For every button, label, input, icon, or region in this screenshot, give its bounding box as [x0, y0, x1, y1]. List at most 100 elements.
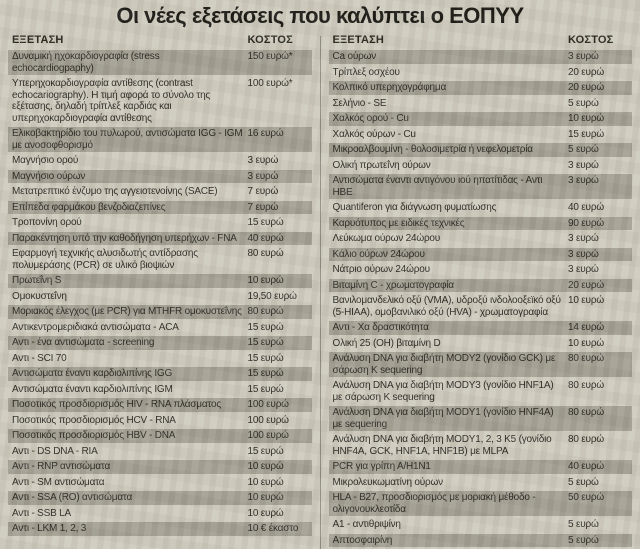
exam-name: Ανάλυση DNA για διαβήτη MODY3 (γονίδιο H… — [332, 380, 554, 403]
exam-name: Ανάλυση DNA για διαβήτη MODY1 (γονίδιο H… — [332, 407, 554, 430]
exam-name: Ολική πρωτεΐνη ούρων — [332, 159, 431, 171]
table-row: Απτοσφαιρίνη 5 ευρώ — [328, 533, 632, 547]
table-row: A1 - αντιθριψίνη 5 ευρώ — [329, 518, 633, 532]
table-row: Μικρολευκωματίνη ούρων 5 ευρώ — [329, 476, 633, 490]
exam-cost: 3 ευρώ — [247, 170, 279, 182]
exam-name: Επίπεδα φαρμάκου βενζοδιαζεπίνες — [12, 201, 166, 213]
table-row: Αντι - LKM 1, 2, 3 10 € έκαστο — [8, 522, 312, 536]
exam-cost: 80 ευρώ — [568, 353, 604, 364]
exam-cost: 10 ευρώ — [568, 295, 604, 306]
exam-cost: 15 ευρώ — [568, 128, 604, 140]
table-row: Αντισώματα έναντι καρδιολιπίνης IGG 15 ευ… — [8, 367, 312, 381]
table-column-left: ΕΞΕΤΑΣΗ ΚΟΣΤΟΣ Δυναμική ηχοκαρδιογραφία … — [8, 34, 312, 549]
table-row: Ποσοτικός προσδιορισμός HCV - RNA 100 ευρ… — [8, 414, 312, 428]
exam-name: Αντι - SM αντισώματα — [12, 476, 105, 488]
column-header-right: ΕΞΕΤΑΣΗ ΚΟΣΤΟΣ — [329, 34, 633, 46]
exam-cost: 10 ευρώ — [247, 507, 284, 519]
exam-name: Χαλκός ούρων - Cu — [332, 128, 416, 140]
exam-cost: 5 ευρώ — [568, 144, 599, 155]
exam-cost: 15 ευρώ — [247, 383, 284, 395]
exam-cost: 10 ευρώ — [247, 461, 284, 472]
exam-name: Απτοσφαιρίνη — [332, 534, 393, 546]
table-row: Ca ούρων 3 ευρώ — [328, 50, 632, 64]
exam-cost: 100 ευρώ — [247, 414, 289, 426]
exam-cost: 80 ευρώ — [568, 434, 604, 445]
exam-name: Μικρολευκωματίνη ούρων — [332, 476, 444, 488]
table-row: Λεύκωμα ούρων 24ώρου 3 ευρώ — [329, 232, 633, 246]
exam-name: Ομοκυστεΐνη — [12, 290, 67, 302]
table-column-right: ΕΞΕΤΑΣΗ ΚΟΣΤΟΣ Ca ούρων 3 ευρώ Τρίπλεξ οσχ… — [328, 34, 633, 549]
exam-name: Νάτριο ούρων 24ώρου — [332, 264, 431, 275]
exam-cost: 3 ευρώ — [568, 175, 599, 186]
exam-name: Μοριακός έλεγχος (με PCR) για MTHFR ομοκ… — [12, 306, 242, 317]
exam-header: ΕΞΕΤΑΣΗ — [332, 34, 385, 46]
exam-cost: 100 ευρώ* — [247, 78, 293, 89]
exam-name: Τροπονίνη ορού — [12, 217, 82, 228]
exam-name: Αντι - RNP αντισώματα — [12, 461, 111, 472]
exam-cost: 20 ευρώ — [568, 82, 604, 93]
table-row: Σελήνιο - SE 5 ευρώ — [329, 97, 633, 111]
exam-cost: 14 ευρώ — [568, 322, 604, 333]
exam-cost: 15 ευρώ — [247, 368, 284, 379]
exam-name: Σελήνιο - SE — [332, 97, 387, 109]
exam-name: Βιταμίνη C - χρωματογραφία — [332, 279, 455, 291]
exam-cost: 20 ευρώ — [568, 66, 604, 78]
table-row: Τροπονίνη ορού 15 ευρώ — [8, 216, 312, 230]
exam-cost: 10 € έκαστο — [247, 523, 299, 534]
exam-cost: 10 ευρώ — [247, 492, 284, 503]
table-row: Χαλκός ορού - Cu 10 ευρώ — [328, 112, 632, 126]
table-row: Quantiferon για διάγνωση φυματίωσης 40 ευ… — [329, 201, 633, 215]
table-row: Μαγνήσιο ορού 3 ευρώ — [8, 154, 312, 168]
exam-cost: 15 ευρώ — [247, 217, 284, 228]
table-rows-left: Δυναμική ηχοκαρδιογραφία (stress echocar… — [8, 50, 312, 536]
table-row: HLA - B27, προσδιορισμός με μοριακή μέθο… — [328, 491, 632, 516]
table-row: Μετατρεπτικό ένζυμο της αγγειοτενοίνης (… — [8, 185, 312, 199]
table-row: Πρωτεΐνη S 10 ευρώ — [8, 274, 312, 288]
table-row: Ολική 25 (OH) βιταμίνη D 10 ευρώ — [329, 337, 633, 351]
exam-cost: 15 ευρώ — [247, 352, 284, 364]
exam-name: Ποσοτικός προσδιορισμός HIV - RNA πλάσμα… — [12, 399, 221, 410]
exam-cost: 3 ευρώ — [568, 159, 599, 171]
table-row: Νάτριο ούρων 24ώρου 3 ευρώ — [329, 263, 633, 277]
exam-cost: 16 ευρώ — [247, 128, 284, 139]
table-row: Αντι - ένα αντισώματα - screening 15 ευρώ — [8, 336, 312, 350]
exam-cost: 10 ευρώ — [568, 337, 604, 349]
exam-name: Κολπικό υπερηχογράφημα — [332, 82, 447, 93]
exam-cost: 15 ευρώ — [247, 337, 284, 348]
exam-name: Αντι - SSB LA — [12, 507, 71, 519]
exam-name: Μικροαλβουμίνη - θολοσιμετρία ή νεφελομε… — [332, 144, 534, 155]
exam-cost: 150 ευρώ* — [247, 51, 293, 62]
exam-cost: 3 ευρώ — [247, 155, 279, 166]
exam-name: Ποσοτικός προσδιορισμός HBV - DNA — [12, 430, 176, 441]
table-row: Αντι - DS DNA - RIA 15 ευρώ — [8, 445, 312, 459]
exam-cost: 80 ευρώ — [247, 306, 284, 317]
table-row: Αντι - SM αντισώματα 10 ευρώ — [8, 476, 312, 490]
table-row: Ποσοτικός προσδιορισμός HBV - DNA 100 ευρ… — [8, 429, 312, 443]
exam-name: PCR για γρίπη Α/Η1Ν1 — [332, 461, 431, 472]
exam-cost: 80 ευρώ — [247, 248, 284, 259]
table-row: Κάλιο ούρων 24ώρου 3 ευρώ — [328, 247, 632, 261]
price-table: ΕΞΕΤΑΣΗ ΚΟΣΤΟΣ Δυναμική ηχοκαρδιογραφία … — [8, 34, 632, 549]
table-row: Βιταμίνη C - χρωματογραφία 20 ευρώ — [328, 278, 632, 292]
table-row: Μοριακός έλεγχος (με PCR) για MTHFR ομοκ… — [8, 305, 312, 319]
table-row: Αντι - SSA (RO) αντισώματα 10 ευρώ — [8, 491, 312, 505]
exam-cost: 50 ευρώ — [568, 492, 604, 503]
exam-cost: 15 ευρώ — [247, 445, 284, 457]
table-row: Αντι - RNP αντισώματα 10 ευρώ — [8, 460, 312, 474]
exam-cost: 40 ευρώ — [568, 202, 604, 213]
column-header-left: ΕΞΕΤΑΣΗ ΚΟΣΤΟΣ — [8, 34, 312, 46]
exam-cost: 5 ευρώ — [568, 476, 599, 488]
table-row: Παρακέντηση υπό την καθοδήγηση υπερήχων … — [8, 231, 312, 245]
exam-cost: 7 ευρώ — [247, 186, 279, 197]
exam-name: Αντι - SCI 70 — [12, 352, 67, 364]
exam-cost: 10 ευρώ — [247, 275, 284, 286]
exam-cost: 100 ευρώ — [247, 430, 289, 441]
table-row: Ολική πρωτεΐνη ούρων 3 ευρώ — [329, 159, 633, 173]
exam-name: Ανάλυση DNA για διαβήτη MODY2 (γονίδιο G… — [332, 353, 556, 376]
table-row: Ομοκυστεΐνη 19,50 ευρώ — [8, 290, 312, 304]
exam-name: Ελικοβακτηρίδιο του πυλωρού, αντισώματα … — [12, 128, 243, 151]
table-row: Αντισώματα έναντι αντιγόνου ιού ηπατίτιδ… — [328, 174, 632, 199]
table-row: Αντι - Χα δραστικότητα 14 ευρώ — [328, 321, 632, 335]
exam-cost: 3 ευρώ — [568, 51, 599, 62]
